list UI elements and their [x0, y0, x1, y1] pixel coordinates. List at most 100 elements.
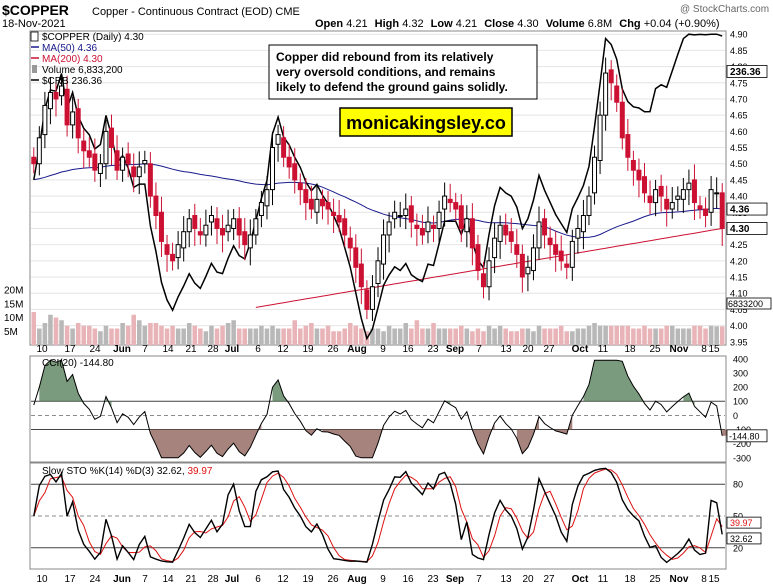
volume-bar: [397, 328, 403, 345]
x-axis-label: 14: [162, 344, 174, 355]
volume-bar: [114, 328, 120, 345]
candle-body: [558, 250, 564, 262]
candle-body: [375, 260, 381, 284]
candle-body: [475, 244, 481, 272]
volume-bar: [486, 325, 492, 345]
x-axis-label: 21: [185, 574, 197, 585]
volume-bar: [653, 328, 658, 345]
candle-body: [208, 215, 214, 223]
candle-body: [436, 211, 442, 229]
x-axis-label: 18: [624, 344, 636, 355]
volume-bar: [303, 325, 309, 345]
volume-bar: [536, 325, 542, 345]
candle-body: [647, 195, 653, 204]
candle-body: [508, 231, 514, 242]
sto-tag-box: [726, 516, 762, 529]
volume-bar: [125, 325, 131, 345]
volume-bar: [642, 325, 647, 345]
candle-body: [181, 231, 187, 249]
candle-body: [53, 92, 59, 100]
cci-tag-label: -144.80: [729, 431, 760, 441]
candle-body: [636, 169, 642, 181]
volume-bar: [547, 328, 553, 345]
candle-body: [319, 198, 325, 207]
candle-body: [47, 92, 53, 110]
candle-body: [369, 286, 375, 310]
volume-bar: [42, 323, 48, 345]
volume-bar: [459, 325, 464, 345]
candle-body: [619, 101, 625, 139]
volume-bar: [481, 331, 486, 345]
candle-body: [553, 244, 559, 255]
candle-body: [331, 211, 337, 217]
candle-body: [675, 195, 681, 200]
legend-price: $COPPER (Daily) 4.30: [42, 32, 144, 43]
cci-tick-label: -200: [733, 439, 751, 449]
candle-body: [419, 227, 425, 236]
x-axis-label: 17: [64, 344, 76, 355]
price-tick-label: 4.85: [730, 46, 748, 56]
candle-body: [414, 224, 420, 229]
candle-body: [403, 208, 409, 217]
candle-body: [97, 163, 103, 174]
candle-body: [614, 85, 620, 103]
candle-body: [103, 130, 109, 165]
candle-body: [503, 224, 509, 236]
volume-bar: [431, 323, 436, 345]
volume-bar: [297, 328, 303, 345]
price-tick-label: 4.65: [730, 111, 748, 121]
price-tag-label: 4.30: [730, 224, 750, 235]
candle-body: [425, 221, 431, 233]
price-tick-label: 4.55: [730, 143, 748, 153]
candle-body: [497, 224, 503, 242]
legend-crb: $CRB 236.36: [42, 76, 102, 87]
x-axis-label: 6: [255, 574, 261, 585]
volume-bar: [586, 325, 592, 345]
x-axis-label: 19: [302, 574, 314, 585]
volume-bar: [275, 328, 281, 345]
candles: [31, 57, 725, 322]
volume-bar: [414, 320, 420, 345]
cci-tick-label: -300: [733, 453, 751, 463]
candle-body: [225, 224, 231, 233]
brand-text: monicakingsley.co: [346, 113, 506, 133]
volume-bar: [525, 328, 531, 345]
candle-body: [592, 156, 598, 194]
candle-body: [708, 189, 714, 213]
price-tick-label: 4.90: [730, 30, 748, 40]
x-axis-labels-top: 10 17 24 Jun 7 14 21 28 Jul 6 12 19 26 Aug 9 16 23 Sep 7 13…: [36, 344, 720, 355]
volume-bar: [664, 325, 669, 345]
candle-body: [453, 202, 459, 210]
price-tick-label: 4.45: [730, 175, 748, 185]
x-axis-label: 8: [701, 344, 707, 355]
volume-bar: [225, 323, 231, 345]
price-tag-box: [726, 65, 768, 78]
candle-body: [236, 218, 242, 236]
volume-tick-label: 15M: [4, 299, 23, 310]
volume-bar: [242, 328, 248, 345]
price-tag-label: 236.36: [730, 67, 761, 78]
candle-body: [458, 205, 464, 229]
volume-bar: [403, 323, 409, 345]
price-tick-label: 4.10: [730, 289, 748, 299]
volume-tag-box: [726, 297, 772, 310]
volume-bar: [425, 328, 431, 345]
candle-body: [381, 234, 387, 265]
x-axis-label: 28: [207, 574, 219, 585]
candle-body: [275, 134, 281, 145]
candle-body: [170, 253, 176, 262]
x-axis-label: 26: [327, 574, 339, 585]
candle-body: [292, 163, 298, 181]
x-axis-label: 18: [624, 574, 636, 585]
volume-bar: [342, 328, 347, 345]
candle-body: [203, 224, 209, 236]
legend-ma50: MA(50) 4.36: [42, 43, 97, 54]
volume-bar: [597, 325, 603, 345]
volume-bar: [686, 328, 692, 345]
candle-body: [64, 88, 70, 126]
cci-tick-label: 400: [733, 354, 748, 364]
candle-body: [469, 218, 475, 249]
price-tag-box: [726, 202, 768, 216]
volume-bar: [142, 325, 148, 345]
volume-bar: [447, 328, 453, 345]
